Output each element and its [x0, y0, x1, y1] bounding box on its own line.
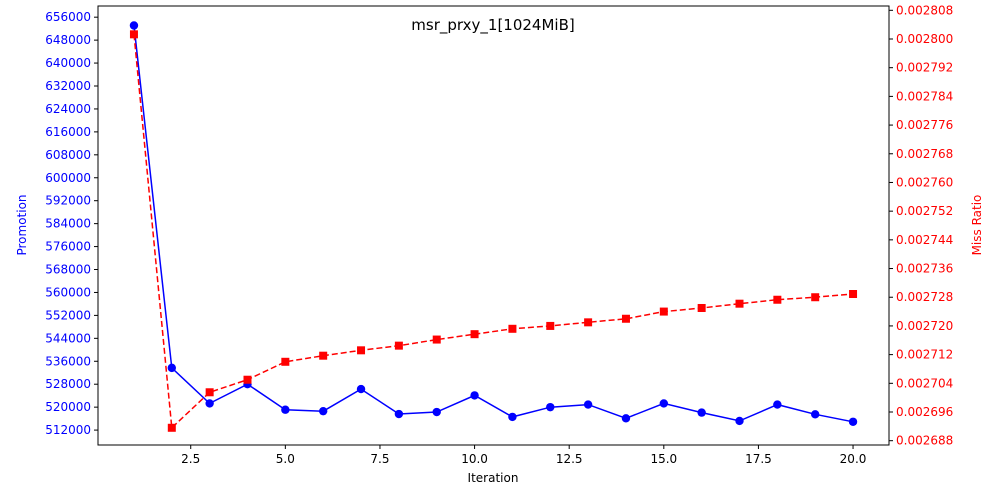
left-tick-label: 632000 [45, 79, 91, 93]
promotion-point [432, 407, 441, 417]
left-tick-label: 520000 [45, 400, 91, 414]
left-tick-label: 624000 [45, 102, 91, 116]
right-tick-label: 0.002736 [896, 262, 953, 276]
promotion-point [810, 410, 820, 419]
right-axis-ticks: 0.002688 0.002696 0.002704 0.002712 0.002720… [889, 3, 953, 448]
miss-ratio-point [584, 318, 593, 327]
right-tick-label: 0.002704 [896, 376, 953, 390]
promotion-point [129, 21, 139, 30]
x-tick-label: 12.5 [556, 452, 583, 466]
x-axis-label: Iteration [468, 471, 519, 485]
left-tick-label: 584000 [45, 217, 91, 231]
left-tick-label: 592000 [45, 194, 91, 208]
promotion-point [167, 363, 177, 373]
right-tick-label: 0.002800 [896, 32, 953, 46]
x-tick-label: 15.0 [650, 452, 677, 466]
miss-ratio-point [281, 357, 290, 366]
left-tick-label: 576000 [45, 240, 91, 254]
left-tick-label: 600000 [45, 171, 91, 185]
x-tick-label: 2.5 [181, 452, 200, 466]
right-tick-label: 0.002752 [896, 204, 953, 218]
promotion-point [583, 400, 593, 409]
series-layer [129, 21, 858, 432]
promotion-point [508, 412, 517, 422]
right-tick-label: 0.002776 [896, 118, 953, 132]
left-tick-label: 536000 [45, 354, 91, 368]
promotion-point [281, 405, 290, 414]
left-tick-label: 656000 [45, 10, 91, 24]
right-tick-label: 0.002808 [896, 3, 953, 17]
right-tick-label: 0.002720 [896, 319, 953, 333]
miss-ratio-point [508, 324, 517, 333]
promotion-point [659, 399, 669, 408]
promotion-point [773, 400, 782, 409]
miss-ratio-point [167, 423, 176, 432]
promotion-point [356, 384, 366, 394]
miss-ratio-series-line [133, 34, 854, 430]
left-tick-label: 648000 [45, 33, 91, 47]
right-tick-label: 0.002688 [896, 434, 953, 448]
promotion-series-line [133, 25, 854, 423]
right-tick-label: 0.002768 [896, 147, 953, 161]
miss-ratio-point [811, 293, 820, 302]
left-tick-label: 568000 [45, 263, 91, 277]
miss-ratio-point [546, 321, 555, 330]
x-axis-ticks: 2.5 5.0 7.5 10.0 12.5 15.0 17.5 20.0 [181, 445, 866, 466]
promotion-point [735, 416, 744, 426]
miss-ratio-point [773, 295, 782, 304]
miss-ratio-point [243, 375, 252, 384]
miss-ratio-point [394, 341, 403, 350]
left-tick-label: 608000 [45, 148, 91, 162]
right-axis-label: Miss Ratio [970, 195, 984, 256]
x-tick-label: 5.0 [276, 452, 295, 466]
right-tick-label: 0.002744 [896, 233, 953, 247]
right-tick-label: 0.002784 [896, 89, 953, 103]
right-tick-label: 0.002712 [896, 348, 953, 362]
promotion-point [621, 414, 631, 423]
plot-frame [97, 5, 890, 446]
right-tick-label: 0.002728 [896, 290, 953, 304]
promotion-point [470, 391, 479, 400]
miss-ratio-point [319, 351, 328, 360]
promotion-point [394, 409, 404, 419]
miss-ratio-point [659, 307, 668, 316]
miss-ratio-point [849, 290, 858, 299]
right-tick-label: 0.002792 [896, 61, 953, 75]
left-tick-label: 544000 [45, 331, 91, 345]
x-tick-label: 10.0 [461, 452, 488, 466]
left-tick-label: 528000 [45, 377, 91, 391]
miss-ratio-point [432, 335, 441, 344]
promotion-point [205, 399, 214, 408]
promotion-point [546, 402, 555, 412]
right-tick-label: 0.002696 [896, 405, 953, 419]
left-tick-label: 560000 [45, 285, 91, 299]
left-axis-label: Promotion [15, 194, 29, 255]
left-tick-label: 552000 [45, 308, 91, 322]
right-tick-label: 0.002760 [896, 175, 953, 189]
left-tick-label: 640000 [45, 56, 91, 70]
miss-ratio-point [697, 303, 706, 312]
miss-ratio-point [357, 346, 366, 355]
x-tick-label: 20.0 [840, 452, 867, 466]
miss-ratio-point [735, 299, 744, 308]
miss-ratio-point [621, 314, 630, 323]
left-tick-label: 512000 [45, 423, 91, 437]
left-axis-ticks: 512000 520000 528000 536000 544000 552000 5600… [45, 10, 98, 437]
promotion-point [697, 408, 706, 417]
miss-ratio-point [205, 388, 214, 397]
miss-ratio-point [129, 30, 138, 39]
left-tick-label: 616000 [45, 125, 91, 139]
promotion-point [318, 406, 328, 416]
x-tick-label: 7.5 [370, 452, 389, 466]
miss-ratio-point [470, 330, 479, 339]
chart-title: msr_prxy_1[1024MiB] [411, 16, 574, 35]
x-tick-label: 17.5 [745, 452, 772, 466]
promotion-point [848, 417, 858, 426]
